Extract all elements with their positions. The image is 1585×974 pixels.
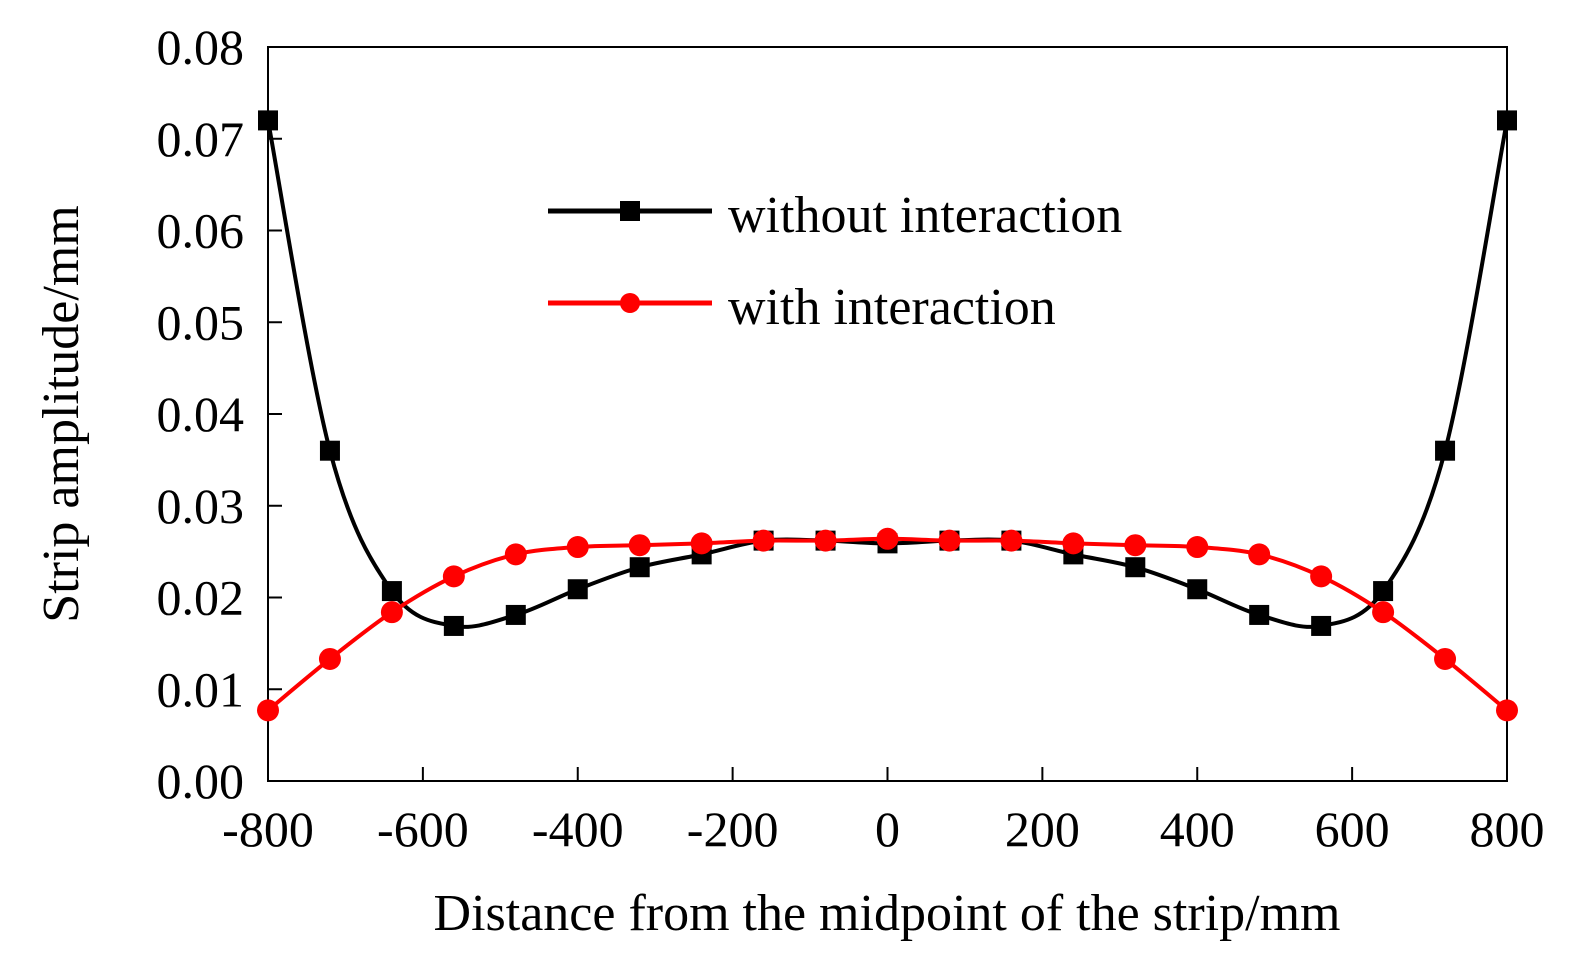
point-without-interaction [629,557,650,578]
y-tick-label: 0.02 [157,570,245,626]
x-tick-label: -600 [377,801,469,857]
point-with-interaction [566,536,589,559]
point-with-interaction [814,529,837,552]
point-without-interaction [443,615,464,636]
x-axis-label: Distance from the midpoint of the strip/… [434,885,1341,942]
point-with-interaction [1434,647,1457,670]
x-tick-label: 0 [875,801,900,857]
series-layer [257,110,1518,722]
legend-label-without-interaction: without interaction [728,187,1122,244]
point-without-interaction [258,110,278,131]
point-with-interaction [380,601,403,624]
point-with-interaction [318,647,341,670]
point-with-interaction [1372,601,1395,624]
y-tick-label: 0.04 [157,386,245,442]
point-without-interaction [1311,615,1332,636]
legend-marker-with-interaction [620,293,640,313]
point-without-interaction [1435,440,1456,461]
ticks-layer: -800 -600 -400 -200 0 200 400 600 800 0.00 0.01 0.0… [157,19,1545,857]
point-without-interaction [567,579,588,600]
point-with-interaction [1310,565,1333,588]
y-axis-label: Strip amplitude/mm [33,205,90,622]
x-tick-label: 600 [1315,801,1390,857]
point-without-interaction [1125,557,1146,578]
point-with-interaction [1000,529,1023,552]
point-with-interaction [876,527,899,550]
y-tick-label: 0.01 [157,661,245,717]
plot-area [267,46,1508,782]
point-with-interaction [938,529,961,552]
point-with-interaction [257,699,279,722]
x-tick-label: -800 [222,801,314,857]
x-tick-label: 400 [1160,801,1235,857]
point-with-interaction [1186,536,1209,559]
point-with-interaction [442,565,465,588]
point-without-interaction [1497,110,1517,131]
y-tick-label: 0.05 [157,294,245,350]
point-without-interaction [381,581,402,602]
point-with-interaction [1248,543,1271,566]
point-with-interaction [1496,699,1518,722]
x-tick-label: 200 [1005,801,1080,857]
x-tick-label: 800 [1470,801,1545,857]
point-with-interaction [1124,534,1147,557]
point-without-interaction [1373,581,1394,602]
y-tick-label: 0.03 [157,478,245,534]
y-tick-label: 0.00 [157,753,245,809]
point-with-interaction [1062,532,1085,555]
y-tick-label: 0.06 [157,203,245,259]
y-tick-label: 0.07 [157,111,245,167]
point-without-interaction [505,604,526,625]
point-with-interaction [752,529,775,552]
legend: without interaction with interaction [548,187,1122,336]
point-with-interaction [504,543,527,566]
point-without-interaction [319,440,340,461]
point-without-interaction [1249,604,1270,625]
point-without-interaction [1187,579,1208,600]
point-with-interaction [690,532,713,555]
x-tick-label: -200 [687,801,779,857]
y-tick-label: 0.08 [157,19,245,75]
legend-label-with-interaction: with interaction [728,279,1056,336]
x-tick-label: -400 [532,801,624,857]
point-with-interaction [628,534,651,557]
legend-marker-without-interaction [620,201,640,221]
